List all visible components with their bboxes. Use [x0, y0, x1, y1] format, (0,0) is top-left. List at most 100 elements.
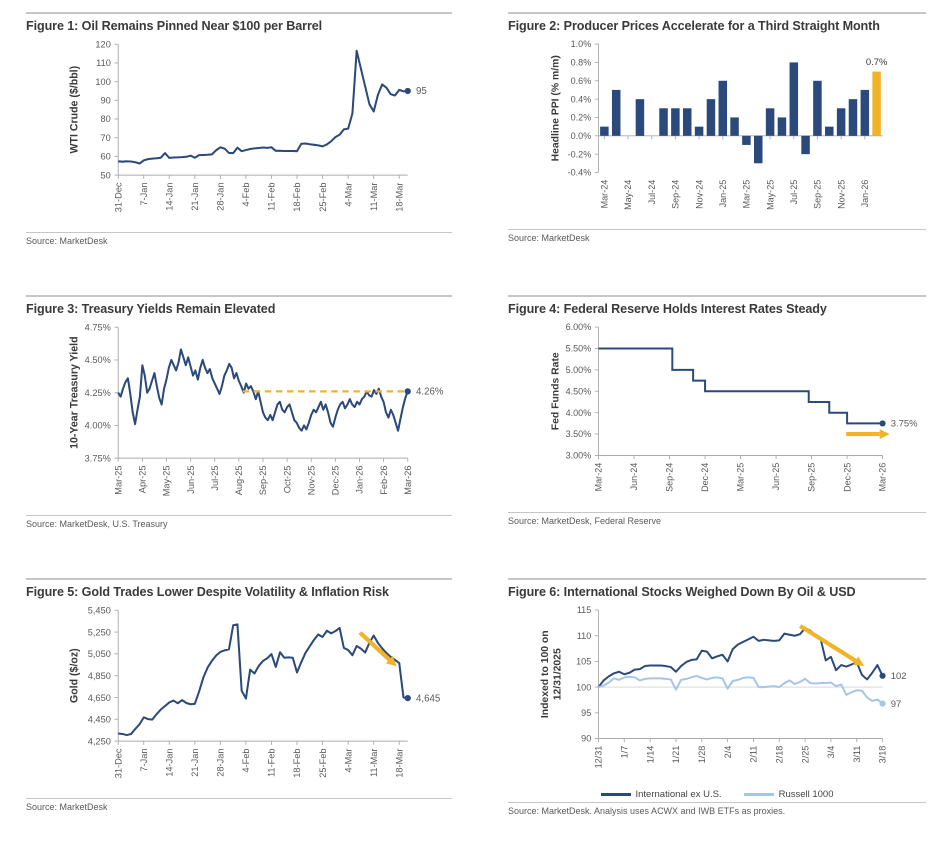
- legend-label: Russell 1000: [778, 788, 834, 800]
- bar: [860, 89, 870, 136]
- x-tick-label: 7-Jan: [139, 183, 149, 206]
- y-tick-label: 5,250: [88, 627, 111, 637]
- series-line: [118, 623, 408, 737]
- x-tick-label: Jun-25: [771, 463, 781, 491]
- bar: [659, 108, 668, 136]
- x-tick-label: 3/11: [852, 746, 862, 763]
- x-tick-label: 21-Jan: [190, 183, 200, 211]
- x-tick-label: Aug-25: [234, 466, 244, 496]
- x-tick-label: Apr-25: [138, 466, 148, 494]
- legend-item-international: International ex U.S.: [600, 788, 722, 800]
- bar: [836, 108, 846, 136]
- y-tick-label: 3.50%: [566, 429, 592, 439]
- series-line: [118, 49, 408, 165]
- x-tick-label: Nov-25: [836, 180, 846, 209]
- source-note: Source: MarketDesk: [508, 232, 590, 243]
- x-tick-label: Sep-25: [807, 463, 817, 492]
- y-axis-title: 10-Year Treasury Yield: [69, 336, 81, 449]
- bar: [694, 126, 704, 136]
- bar: [777, 117, 787, 136]
- source-note: Source: MarketDesk, U.S. Treasury: [26, 519, 168, 530]
- x-tick-label: 31-Dec: [113, 748, 123, 778]
- x-tick-label: 1/14: [645, 746, 655, 764]
- x-tick-label: Dec-25: [331, 466, 341, 496]
- bar: [706, 99, 716, 136]
- bar: [789, 62, 799, 136]
- panel-divider: [508, 801, 926, 803]
- x-tick-label: 25-Feb: [318, 183, 328, 212]
- x-tick-label: 25-Feb: [318, 749, 328, 778]
- source-note: Source: MarketDesk. Analysis uses ACWX a…: [508, 805, 786, 816]
- x-tick-label: Sep-24: [665, 463, 675, 492]
- y-tick-label: 120: [95, 39, 110, 49]
- x-tick-label: Mar-25: [736, 463, 746, 492]
- end-label: 4.26%: [416, 387, 444, 398]
- y-tick-label: 60: [101, 152, 111, 162]
- y-tick-label: 70: [101, 133, 111, 143]
- y-tick-label: 4,650: [88, 693, 111, 703]
- y-tick-label: 3.00%: [566, 451, 592, 461]
- figure-5-panel: Figure 5: Gold Trades Lower Despite Vola…: [0, 572, 468, 855]
- source-note: Source: MarketDesk: [26, 802, 108, 813]
- x-tick-label: Mar-26: [403, 466, 413, 495]
- panel-divider: [26, 515, 452, 517]
- x-tick-label: 2/11: [749, 746, 759, 763]
- bar: [742, 135, 751, 145]
- bar: [765, 108, 775, 136]
- x-tick-label: 11-Feb: [267, 183, 277, 212]
- panel-divider: [508, 295, 926, 297]
- x-tick-label: 18-Mar: [394, 183, 404, 212]
- x-tick-label: Dec-25: [842, 463, 852, 492]
- x-tick-label: Mar-26: [878, 463, 888, 492]
- figure-4-panel: Figure 4: Federal Reserve Holds Interest…: [468, 289, 936, 572]
- x-tick-label: 4-Feb: [241, 183, 251, 207]
- x-tick-label: 3/18: [878, 746, 888, 764]
- bar: [825, 126, 834, 136]
- end-label: 102: [891, 671, 907, 682]
- figure-title: Figure 4: Federal Reserve Holds Interest…: [508, 302, 827, 316]
- bar: [635, 99, 645, 136]
- y-axis-title: Indexed to 100 on: [540, 630, 551, 718]
- y-tick-label: 110: [577, 631, 591, 641]
- x-tick-label: May-24: [623, 180, 633, 210]
- panel-divider: [508, 228, 926, 230]
- y-tick-label: 0.6%: [571, 76, 592, 86]
- x-tick-label: Jan-26: [860, 180, 870, 208]
- bar: [718, 80, 728, 136]
- x-tick-label: 18-Feb: [292, 749, 302, 778]
- x-tick-label: Jun-24: [629, 463, 639, 491]
- x-tick-label: 11-Mar: [369, 183, 379, 212]
- x-tick-label: Dec-24: [700, 463, 710, 492]
- bar: [848, 99, 858, 136]
- end-dot: [404, 87, 411, 95]
- x-tick-label: Oct-25: [282, 466, 292, 494]
- x-tick-label: Jul-24: [647, 180, 657, 205]
- legend-label: International ex U.S.: [635, 788, 722, 800]
- x-tick-label: Nov-25: [306, 466, 316, 496]
- trend-arrow: [799, 624, 857, 663]
- x-tick-label: 2/18: [774, 746, 784, 764]
- y-tick-label: -0.4%: [568, 168, 592, 178]
- y-tick-label: 105: [576, 657, 591, 667]
- bar: [801, 135, 810, 155]
- figure-3-panel: Figure 3: Treasury Yields Remain Elevate…: [0, 289, 468, 572]
- x-tick-label: 3/4: [826, 746, 836, 759]
- y-tick-label: 115: [577, 605, 591, 615]
- y-axis-title: WTI Crude ($/bbl): [69, 66, 81, 154]
- x-tick-label: 31-Dec: [113, 182, 123, 212]
- y-axis-title: Fed Funds Rate: [551, 352, 562, 430]
- figure-1-panel: Figure 1: Oil Remains Pinned Near $100 p…: [0, 6, 468, 289]
- x-tick-label: May-25: [765, 180, 775, 210]
- x-tick-label: 2/4: [723, 746, 733, 759]
- x-tick-label: 28-Jan: [216, 749, 226, 777]
- x-tick-label: Feb-26: [379, 466, 389, 495]
- y-tick-label: 4.25%: [85, 388, 111, 398]
- x-tick-label: 11-Feb: [267, 749, 277, 778]
- source-note: Source: MarketDesk, Federal Reserve: [508, 515, 662, 526]
- y-tick-label: 90: [581, 734, 591, 744]
- fed-funds-chart: 6.00%5.50%5.00%4.50%4.00%3.50%3.00%Mar-2…: [551, 322, 918, 492]
- x-tick-label: Mar-24: [600, 180, 610, 209]
- panel-divider: [508, 578, 926, 580]
- y-tick-label: 0.2%: [571, 113, 592, 123]
- trend-arrow-head: [852, 656, 865, 667]
